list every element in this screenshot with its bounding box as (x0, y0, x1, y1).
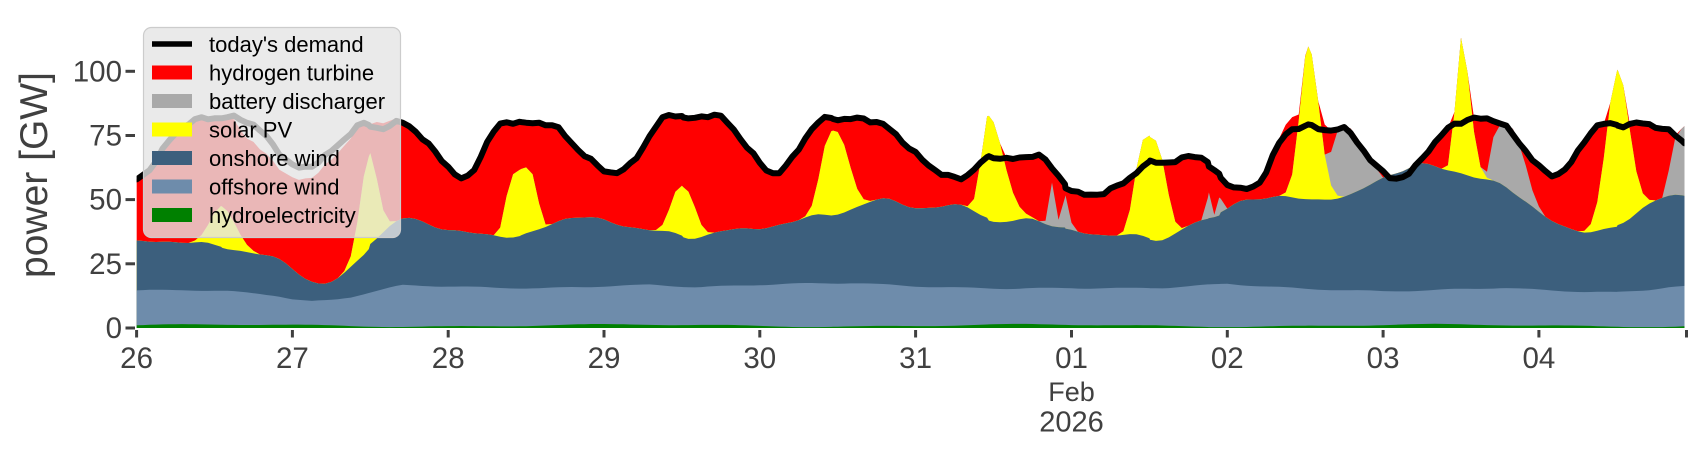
svg-text:03: 03 (1367, 342, 1400, 375)
svg-text:29: 29 (588, 342, 621, 375)
svg-text:100: 100 (73, 55, 122, 88)
svg-text:onshore wind: onshore wind (209, 146, 340, 171)
svg-text:hydroelectricity: hydroelectricity (209, 203, 356, 228)
svg-text:27: 27 (276, 342, 309, 375)
svg-text:power [GW]: power [GW] (13, 72, 56, 278)
svg-text:Feb: Feb (1048, 377, 1095, 407)
svg-text:75: 75 (89, 120, 122, 153)
svg-text:offshore wind: offshore wind (209, 175, 339, 200)
svg-text:01: 01 (1055, 342, 1088, 375)
svg-text:31: 31 (899, 342, 932, 375)
svg-text:hydrogen turbine: hydrogen turbine (209, 61, 374, 86)
svg-text:today's demand: today's demand (209, 32, 364, 57)
svg-text:28: 28 (432, 342, 465, 375)
svg-text:04: 04 (1522, 342, 1555, 375)
svg-text:02: 02 (1211, 342, 1244, 375)
svg-text:50: 50 (89, 184, 122, 217)
svg-text:battery discharger: battery discharger (209, 89, 385, 114)
svg-text:26: 26 (120, 342, 153, 375)
svg-text:30: 30 (743, 342, 776, 375)
svg-text:solar PV: solar PV (209, 118, 292, 143)
svg-text:25: 25 (89, 248, 122, 281)
svg-text:2026: 2026 (1039, 407, 1104, 439)
svg-text:0: 0 (106, 312, 122, 345)
